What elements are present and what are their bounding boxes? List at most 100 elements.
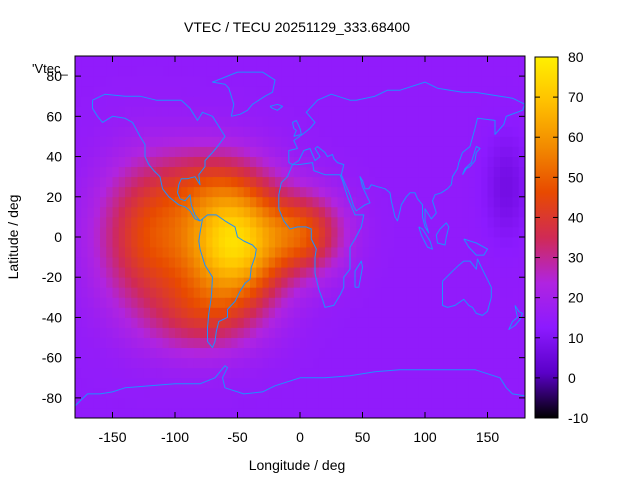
heatmap-cell [125, 186, 132, 198]
heatmap-cell [125, 357, 132, 369]
heatmap-cell [125, 106, 132, 117]
heatmap-cell [131, 407, 138, 419]
heatmap-cell [131, 347, 138, 359]
heatmap-cell [187, 126, 195, 137]
heatmap-cell [106, 307, 113, 318]
heatmap-cell [262, 166, 270, 178]
heatmap-cell [487, 367, 495, 379]
heatmap-cell [162, 86, 170, 97]
x-tick-label: -150 [98, 429, 126, 445]
heatmap-cell [331, 126, 338, 137]
heatmap-cell [137, 166, 145, 178]
heatmap-cell [337, 357, 345, 369]
heatmap-cell [250, 116, 257, 127]
heatmap-cell [325, 196, 332, 208]
heatmap-cell [287, 357, 295, 369]
heatmap-cell [512, 96, 520, 107]
heatmap-cell [356, 257, 363, 268]
heatmap-cell [256, 277, 263, 288]
heatmap-cell [475, 317, 482, 328]
heatmap-cell [475, 267, 482, 278]
heatmap-cell [456, 397, 463, 409]
heatmap-cell [162, 237, 170, 248]
heatmap-cell [168, 56, 176, 67]
heatmap-cell [362, 116, 370, 127]
heatmap-plot-area [74, 55, 526, 419]
heatmap-cell [325, 267, 332, 278]
heatmap-cell [112, 196, 120, 208]
heatmap-cell [87, 136, 95, 147]
heatmap-cell [218, 287, 226, 298]
heatmap-cell [368, 216, 376, 228]
heatmap-cell [312, 377, 320, 389]
heatmap-cell [450, 387, 457, 399]
heatmap-cell [106, 186, 113, 198]
heatmap-cell [512, 206, 520, 218]
heatmap-cell [100, 176, 107, 188]
heatmap-cell [268, 76, 276, 87]
heatmap-cell [243, 407, 251, 419]
heatmap-cell [275, 206, 282, 218]
heatmap-cell [106, 277, 113, 288]
heatmap-cell [237, 136, 245, 147]
heatmap-cell [400, 347, 407, 359]
colorbar-gradient [534, 56, 559, 419]
heatmap-cell [125, 387, 132, 399]
heatmap-cell [125, 297, 132, 308]
heatmap-cell [137, 86, 145, 97]
heatmap-cell [237, 206, 245, 218]
heatmap-cell [318, 126, 326, 137]
heatmap-cell [450, 367, 457, 379]
heatmap-cell [187, 186, 195, 198]
heatmap-cell [381, 66, 388, 77]
heatmap-cell [350, 76, 357, 87]
heatmap-cell [93, 407, 101, 419]
heatmap-cell [131, 186, 138, 198]
heatmap-cell [412, 397, 420, 409]
heatmap-cell [475, 247, 482, 258]
heatmap-cell [331, 216, 338, 228]
heatmap-cell [387, 267, 395, 278]
heatmap-cell [331, 237, 338, 248]
heatmap-cell [418, 116, 426, 127]
heatmap-cell [493, 307, 501, 318]
y-tick-label: -20 [42, 269, 62, 285]
heatmap-cell [306, 146, 313, 157]
heatmap-cell [162, 297, 170, 308]
heatmap-cell [262, 387, 270, 399]
heatmap-cell [287, 397, 295, 409]
heatmap-cell [343, 116, 351, 127]
heatmap-cell [412, 186, 420, 198]
heatmap-cell [450, 96, 457, 107]
heatmap-cell [218, 76, 226, 87]
heatmap-cell [187, 337, 195, 349]
heatmap-cell [112, 257, 120, 268]
heatmap-cell [362, 287, 370, 298]
heatmap-cell [162, 126, 170, 137]
heatmap-cell [300, 337, 307, 349]
heatmap-cell [381, 56, 388, 67]
heatmap-cell [325, 166, 332, 178]
heatmap-cell [262, 196, 270, 208]
heatmap-cell [206, 237, 213, 248]
heatmap-cell [475, 156, 482, 168]
heatmap-cell [243, 397, 251, 409]
heatmap-cell [512, 156, 520, 168]
heatmap-cell [93, 347, 101, 359]
heatmap-cell [181, 347, 188, 359]
heatmap-cell [443, 76, 451, 87]
heatmap-cell [293, 96, 301, 107]
heatmap-cell [312, 367, 320, 379]
heatmap-cell [437, 297, 445, 308]
heatmap-cell [243, 297, 251, 308]
coastline-north-america [92, 93, 226, 222]
heatmap-cell [206, 116, 213, 127]
heatmap-cell [262, 66, 270, 77]
heatmap-cell [293, 377, 301, 389]
heatmap-cell [306, 257, 313, 268]
heatmap-cell [337, 156, 345, 168]
heatmap-cell [275, 76, 282, 87]
heatmap-cell [375, 317, 382, 328]
heatmap-cell [500, 76, 507, 87]
heatmap-cell [331, 407, 338, 419]
